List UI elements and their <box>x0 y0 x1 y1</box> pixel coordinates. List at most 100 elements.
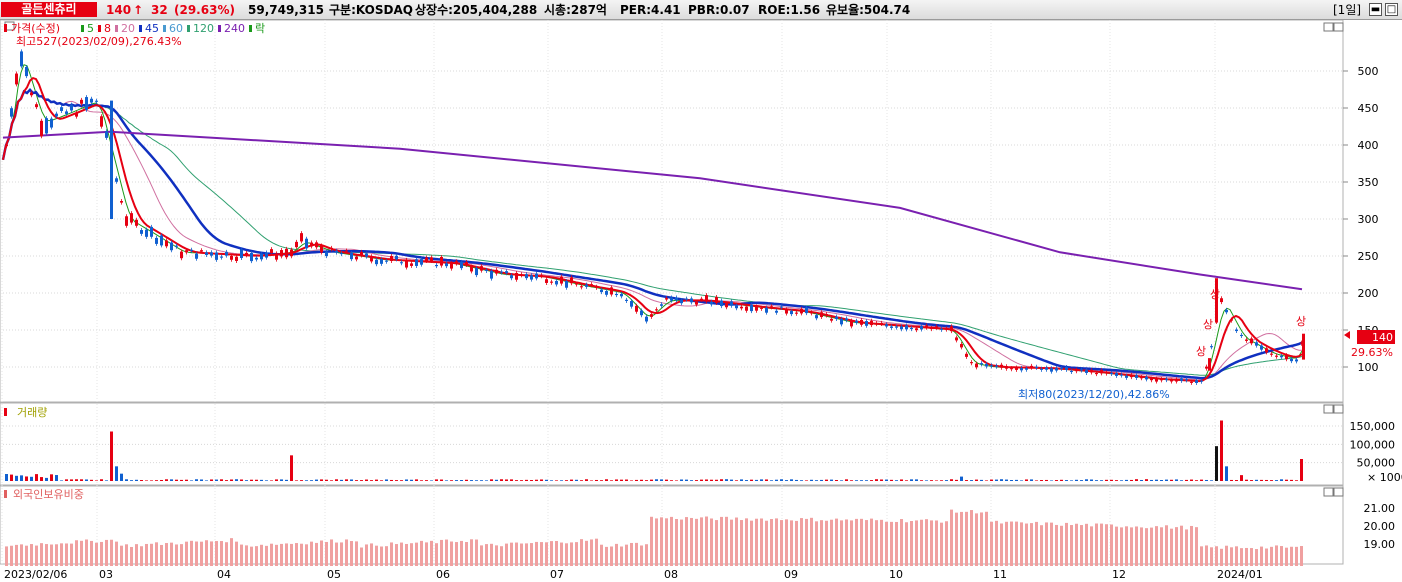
candle-body <box>600 289 603 293</box>
foreign-bar <box>610 546 613 566</box>
candle-body <box>665 298 668 300</box>
foreign-bar <box>745 518 748 566</box>
candle-body <box>535 273 538 279</box>
foreign-bar <box>220 541 223 566</box>
foreign-bar <box>35 545 38 566</box>
foreign-bar <box>280 543 283 566</box>
foreign-bar <box>740 520 743 566</box>
candle-body <box>875 323 878 325</box>
volume-bar <box>805 480 808 481</box>
candle-body <box>40 120 43 137</box>
volume-bar <box>265 480 268 481</box>
foreign-bar <box>100 541 103 566</box>
candle-body <box>1285 355 1288 360</box>
volume-bar <box>955 479 958 481</box>
minimize-icon[interactable]: ▬ <box>1369 3 1382 16</box>
maximize-icon[interactable]: □ <box>1385 3 1398 16</box>
foreign-bar <box>275 544 278 566</box>
volume-bar <box>95 480 98 481</box>
foreign-bar <box>235 541 238 566</box>
candle-body <box>1235 329 1238 332</box>
candle-body <box>575 283 578 285</box>
candle-body <box>845 318 848 321</box>
panel-buttons[interactable] <box>4 21 1344 497</box>
candle-body <box>855 320 858 323</box>
candle-body <box>790 311 793 315</box>
foreign-bar <box>600 544 603 566</box>
volume-bar <box>600 480 603 481</box>
candle-body <box>1290 358 1293 362</box>
candle-body <box>1065 366 1068 370</box>
foreign-bar <box>1015 521 1018 566</box>
volume-bar <box>620 479 623 481</box>
candle-body <box>915 328 918 331</box>
candle-body <box>555 280 558 285</box>
volume-bar <box>1030 479 1033 481</box>
candle-body <box>405 259 408 268</box>
volume-bar <box>1160 480 1163 481</box>
candle-body <box>85 97 88 110</box>
foreign-bar <box>420 540 423 566</box>
foreign-bar <box>855 518 858 566</box>
foreign-bar <box>1090 526 1093 566</box>
foreign-bar <box>1265 548 1268 566</box>
volume-bar <box>790 479 793 481</box>
volume-bar <box>205 480 208 481</box>
volume-bar <box>835 480 838 481</box>
volume-bar <box>10 474 13 481</box>
foreign-bar <box>965 511 968 566</box>
volume-bar <box>450 480 453 481</box>
volume-bar <box>1080 480 1083 481</box>
volume-bar <box>360 480 363 481</box>
foreign-bar <box>715 520 718 566</box>
stock-name[interactable]: 골든센츄리 <box>1 2 97 17</box>
candle-body <box>625 299 628 301</box>
volume-bar <box>1125 479 1128 481</box>
foreign-bar <box>1040 525 1043 566</box>
foreign-bar <box>170 542 173 566</box>
volume-bar <box>25 476 28 481</box>
volume-bar <box>740 479 743 481</box>
date-tick: 07 <box>550 568 564 581</box>
foreign-bar <box>485 544 488 566</box>
foreign-bar <box>800 518 803 566</box>
candle-body <box>1185 379 1188 381</box>
foreign-bar <box>980 512 983 566</box>
period-selector[interactable]: [1일] <box>1333 3 1362 17</box>
candle-body <box>690 298 693 303</box>
volume-bar <box>235 479 238 481</box>
candle-body <box>800 308 803 314</box>
candle-body <box>260 253 263 260</box>
legend-item: 20 <box>121 22 135 35</box>
foreign-bar <box>105 539 108 566</box>
candle-body <box>475 267 478 276</box>
candle-body <box>445 263 448 267</box>
candle-body <box>615 293 618 296</box>
candle-body <box>1070 370 1073 373</box>
volume-bar <box>140 480 143 481</box>
candle-body <box>310 242 313 247</box>
date-tick: 08 <box>664 568 678 581</box>
volume-bar <box>70 479 73 481</box>
foreign-bar <box>520 543 523 566</box>
volume-bar <box>1045 479 1048 481</box>
foreign-bar <box>840 520 843 566</box>
candle-body <box>750 304 753 312</box>
volume-bar <box>65 479 68 481</box>
candle-body <box>380 259 383 264</box>
price-panel[interactable] <box>0 20 1344 403</box>
candle-body <box>870 320 873 326</box>
foreign-bar <box>455 542 458 566</box>
foreign-bar <box>1290 546 1293 566</box>
volume-bar <box>615 479 618 481</box>
stock-chart: 가격(수정) 5 8 20 45 60 120 240 락 최고527(2023/02/09),… <box>0 20 1402 581</box>
volume-bar <box>1000 479 1003 481</box>
candle-body <box>930 327 933 330</box>
volume-bar <box>1245 479 1248 481</box>
candle-body <box>80 99 83 104</box>
foreign-bar <box>695 518 698 566</box>
candle-body <box>1085 370 1088 373</box>
candle-body <box>1150 378 1153 381</box>
volume-bar <box>1205 479 1208 481</box>
volume-bar <box>1145 479 1148 481</box>
